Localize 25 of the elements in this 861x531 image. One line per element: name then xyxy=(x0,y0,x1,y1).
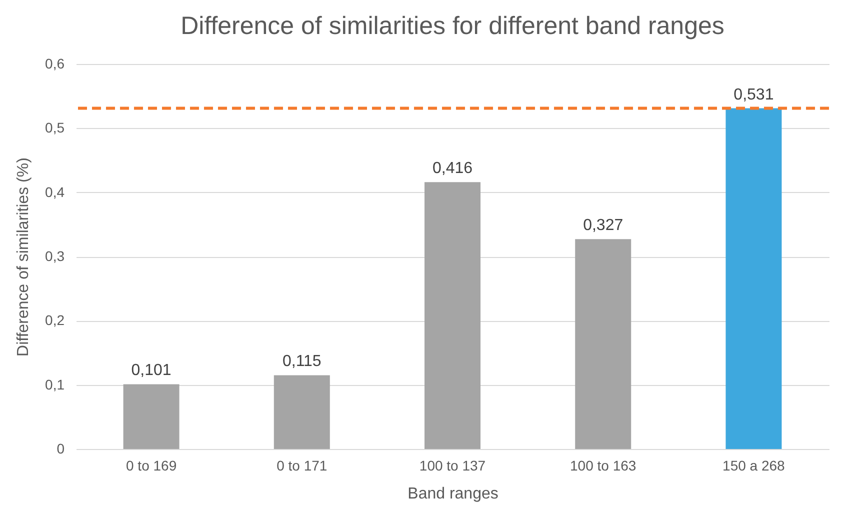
data-label: 0,101 xyxy=(131,362,172,380)
x-tick-label: 100 to 137 xyxy=(419,458,486,474)
bar xyxy=(726,108,782,449)
x-tick-label: 100 to 163 xyxy=(570,458,636,474)
y-tick-label: 0,1 xyxy=(45,376,65,392)
y-tick-label: 0,5 xyxy=(45,120,65,136)
bar xyxy=(123,384,180,449)
y-tick-label: 0,2 xyxy=(45,312,65,328)
data-label: 0,416 xyxy=(432,160,473,178)
y-tick-label: 0,3 xyxy=(45,248,65,264)
x-tick-label: 0 to 171 xyxy=(276,458,328,474)
data-label: 0,327 xyxy=(583,217,624,234)
y-axis-title: Difference of similarities (%) xyxy=(15,158,32,356)
y-tick-label: 0,4 xyxy=(45,184,65,200)
bar xyxy=(575,239,632,449)
chart-title: Difference of similarities for different band ranges xyxy=(180,12,724,40)
bar xyxy=(424,182,480,449)
x-tick-label: 150 a 268 xyxy=(722,458,786,474)
y-tick-label: 0,6 xyxy=(45,56,65,72)
y-tick-label: 0 xyxy=(56,440,65,456)
bar xyxy=(274,375,330,449)
x-tick-label: 0 to 169 xyxy=(126,458,177,474)
data-label: 0,531 xyxy=(734,86,774,104)
x-axis-title: Band ranges xyxy=(408,486,498,502)
data-label: 0,115 xyxy=(282,353,322,370)
